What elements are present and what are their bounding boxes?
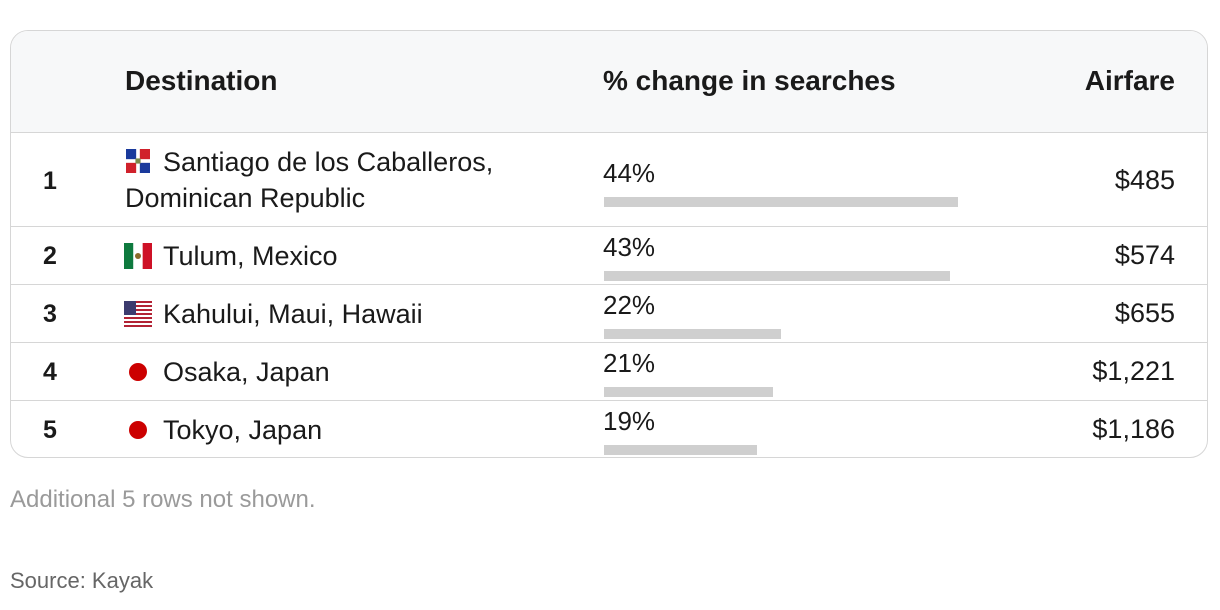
destination-cell: Tokyo, Japan <box>125 412 545 448</box>
change-bar <box>604 271 950 281</box>
destination-cell: Kahului, Maui, Hawaii <box>125 296 545 332</box>
destination-line2: Dominican Republic <box>125 183 366 213</box>
rank-cell: 2 <box>43 242 57 270</box>
mexico-flag-icon <box>124 243 152 269</box>
destination-line1: Santiago de los Caballeros, <box>163 147 494 177</box>
table-header: Destination % change in searches Airfare <box>11 31 1207 133</box>
change-bar <box>604 445 757 455</box>
rank-cell: 3 <box>43 300 57 328</box>
change-label: 44% <box>603 158 656 188</box>
table-row: 5 Tokyo, Japan 19% $1,186 <box>11 401 1207 457</box>
table-row: 2 Tulum, Mexico 43% $574 <box>11 227 1207 285</box>
destination-line1: Kahului, Maui, Hawaii <box>163 299 423 329</box>
destination-line1: Tokyo, Japan <box>163 415 323 445</box>
usa-flag-icon <box>124 301 152 327</box>
change-label: 43% <box>603 232 656 262</box>
table-row: 1 Santiago de los Caballeros, Dominican … <box>11 133 1207 227</box>
change-label: 21% <box>603 348 656 378</box>
table-row: 4 Osaka, Japan 21% $1,221 <box>11 343 1207 401</box>
change-bar <box>604 329 781 339</box>
airfare-cell: $574 <box>1114 240 1175 270</box>
rank-cell: 4 <box>43 358 57 386</box>
destination-line1: Tulum, Mexico <box>163 241 338 271</box>
table-row: 3 Kahului, Maui, Hawaii 22% $655 <box>11 285 1207 343</box>
change-label: 19% <box>603 406 656 436</box>
rank-cell: 1 <box>43 167 57 195</box>
change-bar <box>604 387 773 397</box>
rows-not-shown-note: Additional 5 rows not shown. <box>10 486 316 513</box>
airfare-cell: $485 <box>1114 165 1175 195</box>
japan-flag-icon <box>129 363 147 381</box>
column-header-destination: Destination <box>125 65 278 96</box>
destination-cell: Tulum, Mexico <box>125 238 545 274</box>
destination-line1: Osaka, Japan <box>163 357 330 387</box>
japan-flag-icon <box>129 421 147 439</box>
column-header-change: % change in searches <box>603 65 896 96</box>
change-bar <box>604 197 958 207</box>
column-header-airfare: Airfare <box>1084 65 1175 96</box>
airfare-cell: $1,186 <box>1092 414 1175 444</box>
airfare-cell: $655 <box>1114 298 1175 328</box>
change-label: 22% <box>603 290 656 320</box>
destination-cell: Santiago de los Caballeros, Dominican Re… <box>125 144 545 216</box>
data-table: Destination % change in searches Airfare… <box>10 30 1208 458</box>
rank-cell: 5 <box>43 416 57 444</box>
airfare-cell: $1,221 <box>1092 356 1175 386</box>
destination-cell: Osaka, Japan <box>125 354 545 390</box>
dominican-republic-flag-icon <box>126 149 150 173</box>
source-note: Source: Kayak <box>10 568 154 593</box>
